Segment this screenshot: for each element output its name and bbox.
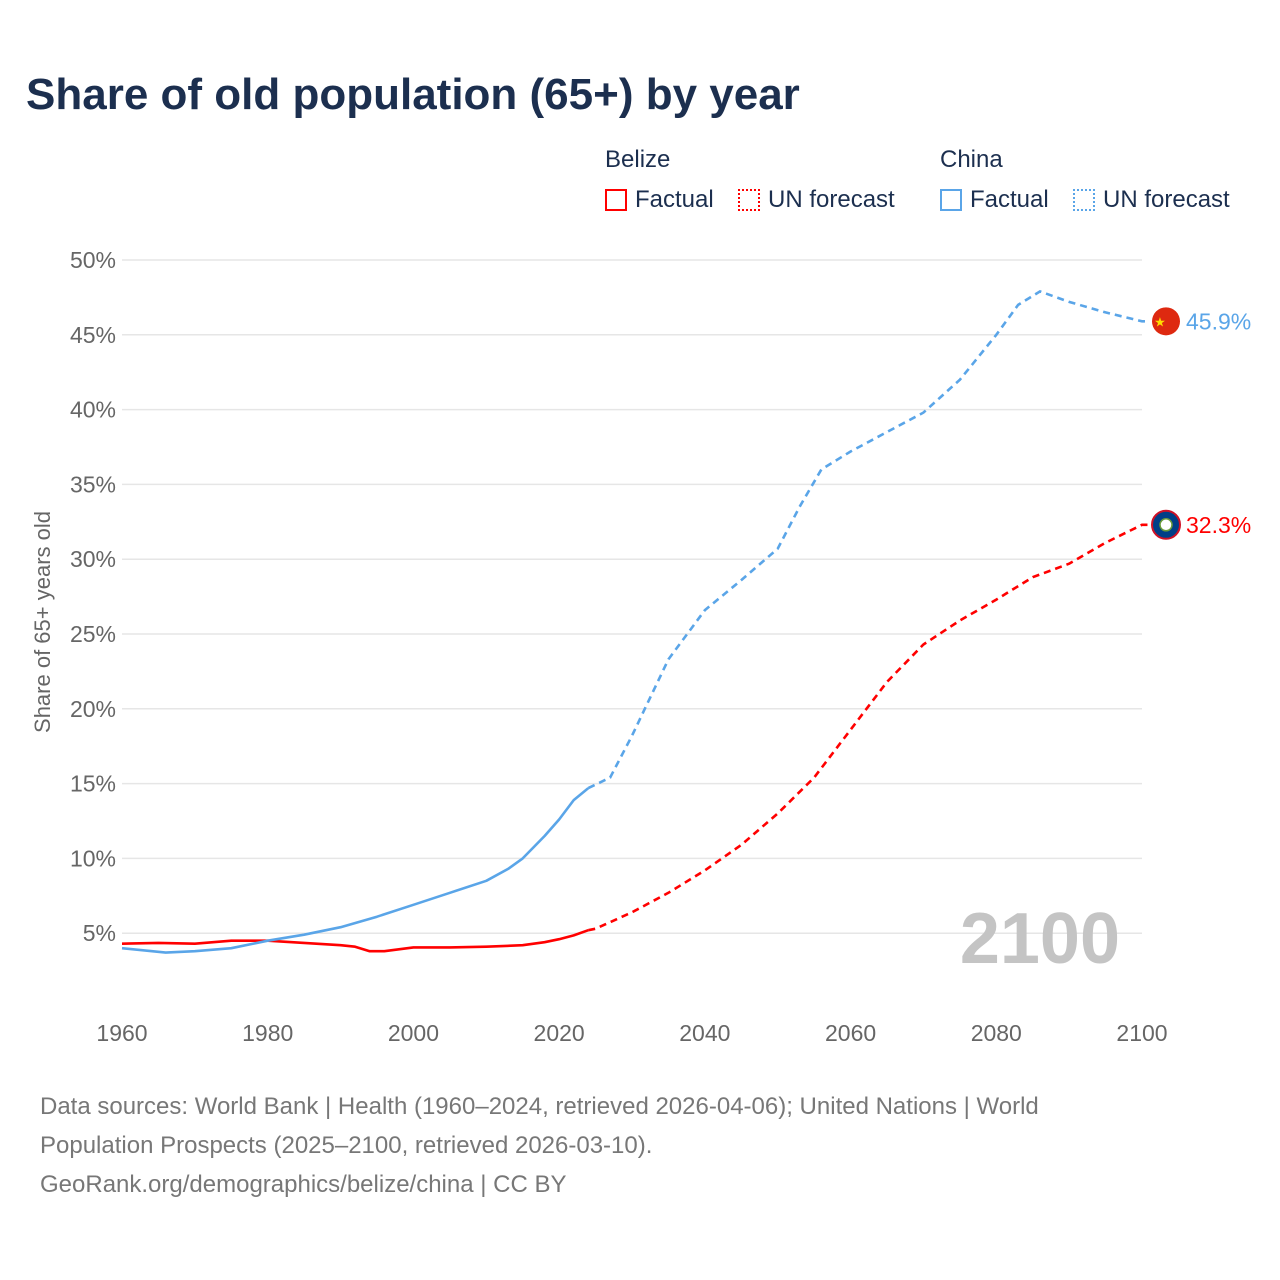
y-tick-label: 10%: [70, 845, 116, 871]
legend-swatch-solid: [605, 189, 627, 211]
legend-swatch-dotted: [1073, 189, 1095, 211]
footer-sources-2: Population Prospects (2025–2100, retriev…: [40, 1132, 653, 1159]
legend-china-factual[interactable]: Factual: [940, 186, 1049, 214]
y-tick-label: 45%: [70, 322, 116, 348]
y-tick-label: 35%: [70, 471, 116, 497]
x-tick-label: 2100: [1116, 1020, 1167, 1046]
x-tick-label: 1960: [96, 1020, 147, 1046]
x-tick-label: 2060: [825, 1020, 876, 1046]
flag-emblem: [1159, 518, 1173, 532]
y-tick-label: 25%: [70, 621, 116, 647]
x-tick-label: 2000: [388, 1020, 439, 1046]
legend-label: Factual: [970, 186, 1049, 213]
china-flag-icon: ★: [1152, 307, 1180, 336]
china-forecast-line: [587, 289, 1150, 790]
legend-china-forecast[interactable]: UN forecast: [1073, 186, 1230, 214]
legend-label: Factual: [635, 186, 714, 213]
legend-belize-factual[interactable]: Factual: [605, 186, 714, 214]
x-tick-label: 2040: [679, 1020, 730, 1046]
belize-end-label: 32.3%: [1186, 512, 1251, 538]
year-watermark: 2100: [960, 899, 1120, 979]
belize-forecast-line: [588, 523, 1150, 932]
x-tick-label: 2020: [534, 1020, 585, 1046]
footer-sources-1: Data sources: World Bank | Health (1960–…: [40, 1093, 1039, 1120]
y-tick-label: 20%: [70, 696, 116, 722]
x-tick-label: 2080: [971, 1020, 1022, 1046]
legend-label: UN forecast: [1103, 186, 1230, 213]
y-tick-label: 5%: [83, 920, 116, 946]
belize-factual-line: [121, 928, 589, 953]
china-end-label: 45.9%: [1186, 308, 1251, 334]
chart-title: Share of old population (65+) by year: [26, 70, 800, 119]
legend-swatch-dotted: [738, 189, 760, 211]
legend-group-belize: Belize: [605, 146, 671, 173]
y-tick-label: 40%: [70, 397, 116, 423]
y-tick-label: 30%: [70, 546, 116, 572]
plot-area: 5% 10% 15% 20% 25% 30% 35% 40% 45% 50% 1960 1980 200…: [30, 247, 1251, 1046]
legend-group-china: China: [940, 146, 1003, 173]
belize-flag-icon: [1151, 509, 1181, 540]
y-tick-label: 50%: [70, 247, 116, 273]
footer-link[interactable]: GeoRank.org/demographics/belize/china | …: [40, 1171, 567, 1198]
flag-star: ★: [1154, 314, 1166, 329]
legend-label: UN forecast: [768, 186, 895, 213]
y-tick-label: 15%: [70, 771, 116, 797]
footer: Data sources: World Bank | Health (1960–…: [40, 1087, 1240, 1204]
china-factual-line: [121, 787, 590, 954]
x-tick-label: 1980: [242, 1020, 293, 1046]
flag-bg: [1152, 307, 1180, 336]
legend-belize-forecast[interactable]: UN forecast: [738, 186, 895, 214]
y-axis-label: Share of 65+ years old: [30, 511, 55, 733]
legend-swatch-solid: [940, 189, 962, 211]
